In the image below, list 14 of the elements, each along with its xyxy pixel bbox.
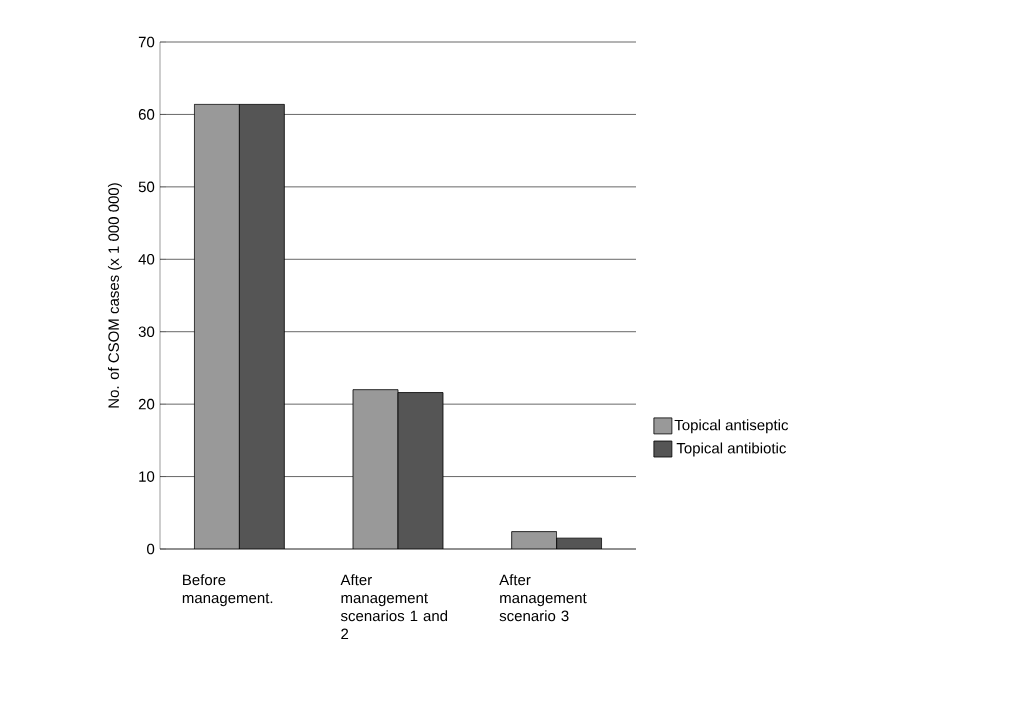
y-tick-label: 10 [139, 471, 155, 482]
x-tick-label: After management scenarios 1 and 2 [340, 574, 448, 640]
y-tick-label: 50 [138, 181, 155, 193]
y-tick-label: 70 [138, 36, 155, 48]
legend-label: Topical antibiotic [676, 442, 786, 457]
y-axis-title: No. of CSOM cases (x 1 000 000) [107, 183, 122, 408]
legend-label: Topical antiseptic [674, 419, 789, 434]
x-tick-label: Before management. [182, 574, 273, 607]
x-tick-label: After management scenario 3 [499, 574, 587, 622]
y-tick-label: 60 [138, 109, 155, 120]
y-tick-label: 40 [138, 253, 155, 265]
y-tick-label: 0 [147, 543, 155, 555]
y-tick-label: 20 [138, 398, 155, 410]
y-tick-label: 30 [138, 326, 155, 338]
